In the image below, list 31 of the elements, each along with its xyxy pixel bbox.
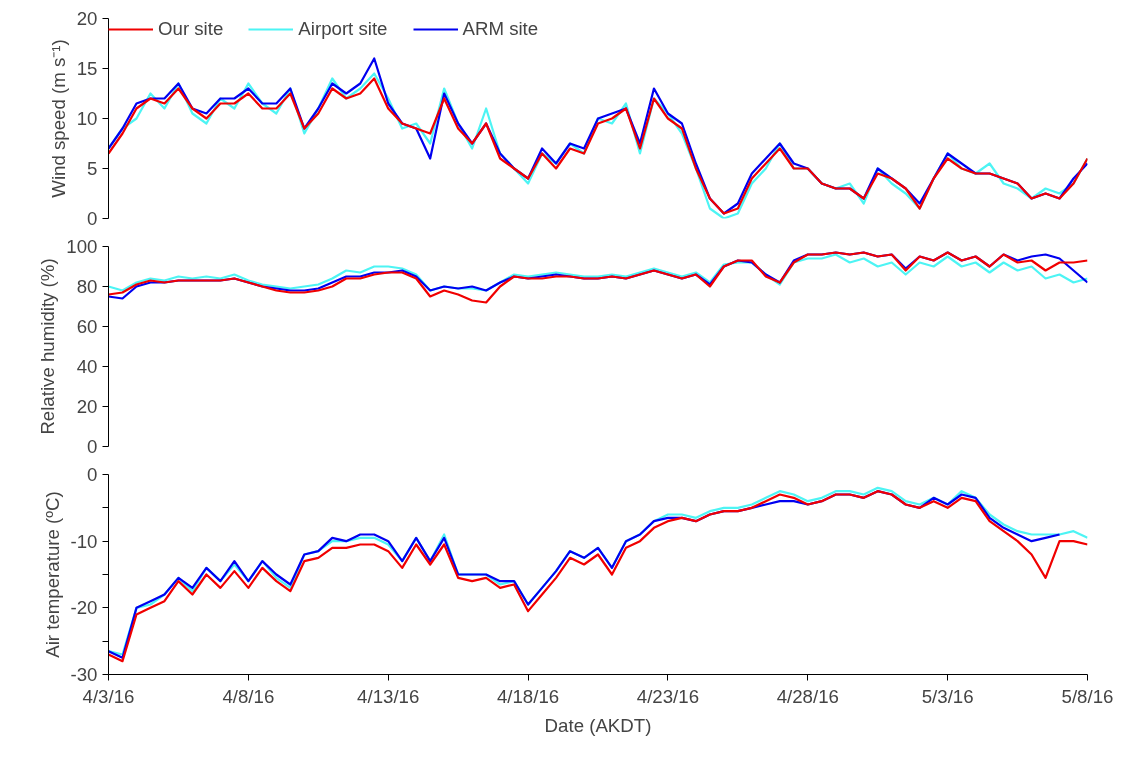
x-tick-label: 4/13/16 bbox=[357, 685, 420, 707]
x-tick-label: 4/23/16 bbox=[636, 685, 700, 707]
y-tick-label: 100 bbox=[66, 236, 98, 257]
y-axis-title: Air temperature (ºC) bbox=[41, 491, 63, 658]
y-tick-label: 40 bbox=[76, 356, 98, 377]
x-tick-label: 4/28/16 bbox=[776, 685, 839, 707]
y-tick-label: -10 bbox=[70, 530, 98, 552]
x-tick-label: 4/18/16 bbox=[496, 685, 560, 707]
legend-label: Airport site bbox=[298, 18, 388, 40]
y-tick-label: 15 bbox=[76, 58, 98, 79]
y-tick-label: 20 bbox=[76, 8, 98, 29]
x-tick-label: 4/8/16 bbox=[222, 685, 275, 707]
y-tick-label: 0 bbox=[87, 464, 98, 485]
x-axis-title: Date (AKDT) bbox=[544, 714, 652, 736]
y-tick-label: 20 bbox=[76, 396, 98, 417]
x-tick-label: 4/3/16 bbox=[82, 685, 135, 707]
x-tick-label: 5/8/16 bbox=[1061, 685, 1114, 707]
line-series bbox=[108, 253, 1088, 292]
y-axis-title: Wind speed (m s⁻¹) bbox=[47, 39, 69, 198]
y-tick-label: -30 bbox=[70, 664, 98, 685]
legend-label: Our site bbox=[158, 18, 224, 40]
y-tick-label: 80 bbox=[76, 276, 98, 297]
y-tick-label: -20 bbox=[70, 597, 98, 619]
x-tick-label: 5/3/16 bbox=[921, 685, 974, 707]
legend-label: ARM site bbox=[462, 18, 539, 40]
y-axis-title: Relative humidity (%) bbox=[37, 258, 59, 435]
y-tick-label: 0 bbox=[87, 208, 98, 229]
y-tick-label: 5 bbox=[87, 158, 98, 179]
y-tick-label: 10 bbox=[76, 108, 98, 129]
y-tick-label: 60 bbox=[76, 316, 98, 337]
y-tick-label: 0 bbox=[87, 436, 98, 457]
